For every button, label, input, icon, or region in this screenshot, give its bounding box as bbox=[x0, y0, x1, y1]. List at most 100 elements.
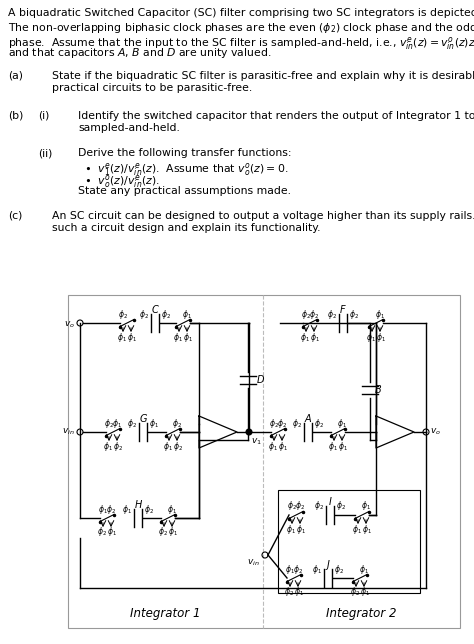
Text: G: G bbox=[139, 414, 147, 424]
Text: Derive the following transfer functions:: Derive the following transfer functions: bbox=[78, 148, 292, 158]
Text: such a circuit design and explain its functionality.: such a circuit design and explain its fu… bbox=[52, 223, 320, 233]
Text: $v_1$: $v_1$ bbox=[251, 436, 262, 446]
Bar bbox=[68, 295, 460, 628]
Text: $\phi_{2}$: $\phi_{2}$ bbox=[292, 417, 302, 430]
Text: $v_o$: $v_o$ bbox=[64, 320, 75, 330]
Text: $\phi_{1}$: $\phi_{1}$ bbox=[362, 522, 372, 536]
Text: $\phi_{1}$: $\phi_{1}$ bbox=[376, 330, 386, 343]
Bar bbox=[278, 490, 420, 593]
Text: D: D bbox=[256, 375, 264, 385]
Text: $\phi_{2}$: $\phi_{2}$ bbox=[336, 500, 346, 513]
Text: An SC circuit can be designed to output a voltage higher than its supply rails. : An SC circuit can be designed to output … bbox=[52, 211, 474, 220]
Text: $\phi_{1}$: $\phi_{1}$ bbox=[98, 502, 108, 515]
Text: and that capacitors $A$, $B$ and $D$ are unity valued.: and that capacitors $A$, $B$ and $D$ are… bbox=[8, 46, 271, 59]
Text: $\phi_{2}$: $\phi_{2}$ bbox=[106, 502, 116, 515]
Text: $\phi_{2}$: $\phi_{2}$ bbox=[287, 500, 297, 513]
Text: J: J bbox=[327, 560, 329, 570]
Text: $\phi_{2}$: $\phi_{2}$ bbox=[301, 307, 311, 321]
Text: $\phi_{1}$: $\phi_{1}$ bbox=[182, 307, 192, 321]
Text: $\phi_{2}$: $\phi_{2}$ bbox=[158, 526, 168, 538]
Text: $\phi_{1}$: $\phi_{1}$ bbox=[338, 439, 348, 453]
Text: (b): (b) bbox=[8, 111, 23, 120]
Text: $\phi_{1}$: $\phi_{1}$ bbox=[359, 562, 369, 576]
Text: $\phi_{1}$: $\phi_{1}$ bbox=[312, 562, 322, 576]
Text: State if the biquadratic SC filter is parasitic-free and explain why it is desir: State if the biquadratic SC filter is pa… bbox=[52, 70, 474, 80]
Text: $\phi_{1}$: $\phi_{1}$ bbox=[107, 526, 117, 538]
Text: $\bullet$  $v^o_o(z)/v^e_{in}(z)$.: $\bullet$ $v^o_o(z)/v^e_{in}(z)$. bbox=[84, 173, 160, 190]
Text: $\phi_{1}$: $\phi_{1}$ bbox=[103, 439, 113, 453]
Text: $\phi_{1}$: $\phi_{1}$ bbox=[328, 439, 338, 453]
Text: $v_o$: $v_o$ bbox=[430, 427, 441, 437]
Text: practical circuits to be parasitic-free.: practical circuits to be parasitic-free. bbox=[52, 83, 252, 93]
Text: $\phi_{1}$: $\phi_{1}$ bbox=[366, 330, 376, 343]
Text: (a): (a) bbox=[8, 70, 23, 80]
Text: State any practical assumptions made.: State any practical assumptions made. bbox=[78, 185, 291, 196]
Text: $\phi_{1}$: $\phi_{1}$ bbox=[300, 330, 310, 343]
Circle shape bbox=[246, 429, 252, 435]
Text: H: H bbox=[134, 500, 142, 510]
Text: $\phi_{2}$: $\phi_{2}$ bbox=[349, 307, 359, 321]
Text: $\phi_{2}$: $\phi_{2}$ bbox=[127, 417, 137, 430]
Text: $\phi_{1}$: $\phi_{1}$ bbox=[268, 439, 278, 453]
Text: $\phi_{2}$: $\phi_{2}$ bbox=[334, 562, 344, 576]
Text: $\phi_{2}$: $\phi_{2}$ bbox=[350, 585, 360, 598]
Text: (i): (i) bbox=[38, 111, 49, 120]
Text: $\phi_{1}$: $\phi_{1}$ bbox=[294, 585, 304, 598]
Text: $\phi_{1}$: $\phi_{1}$ bbox=[361, 500, 371, 513]
Text: $v_{in}$: $v_{in}$ bbox=[62, 427, 75, 437]
Text: $\phi_{1}$: $\phi_{1}$ bbox=[310, 330, 320, 343]
Text: $\phi_{2}$: $\phi_{2}$ bbox=[277, 417, 287, 430]
Text: $\phi_{1}$: $\phi_{1}$ bbox=[127, 330, 137, 343]
Text: $\phi_{1}$: $\phi_{1}$ bbox=[117, 330, 127, 343]
Text: $\phi_{1}$: $\phi_{1}$ bbox=[375, 307, 385, 321]
Text: Identify the switched capacitor that renders the output of Integrator 1 to be no: Identify the switched capacitor that ren… bbox=[78, 111, 474, 120]
Text: $\phi_{2}$: $\phi_{2}$ bbox=[118, 307, 128, 321]
Text: $\phi_{1}$: $\phi_{1}$ bbox=[167, 502, 177, 515]
Text: $\phi_{1}$: $\phi_{1}$ bbox=[183, 330, 193, 343]
Text: $\phi_{2}$: $\phi_{2}$ bbox=[284, 585, 294, 598]
Text: B: B bbox=[374, 385, 382, 395]
Text: $\phi_{1}$: $\phi_{1}$ bbox=[112, 417, 122, 430]
Text: $\phi_{2}$: $\phi_{2}$ bbox=[172, 417, 182, 430]
Text: $\phi_{1}$: $\phi_{1}$ bbox=[352, 522, 362, 536]
Text: $\phi_{2}$: $\phi_{2}$ bbox=[144, 502, 154, 515]
Text: $\phi_{2}$: $\phi_{2}$ bbox=[314, 500, 324, 513]
Text: Integrator 2: Integrator 2 bbox=[326, 607, 397, 620]
Text: $\phi_{2}$: $\phi_{2}$ bbox=[113, 439, 123, 453]
Text: $\phi_{2}$: $\phi_{2}$ bbox=[139, 307, 149, 321]
Text: $\phi_{2}$: $\phi_{2}$ bbox=[295, 500, 305, 513]
Text: $\phi_{2}$: $\phi_{2}$ bbox=[327, 307, 337, 321]
Text: (c): (c) bbox=[8, 211, 22, 220]
Text: $\phi_{2}$: $\phi_{2}$ bbox=[97, 526, 107, 538]
Text: $\phi_{2}$: $\phi_{2}$ bbox=[309, 307, 319, 321]
Text: $\phi_{1}$: $\phi_{1}$ bbox=[168, 526, 178, 538]
Text: $\phi_{2}$: $\phi_{2}$ bbox=[269, 417, 279, 430]
Text: $\phi_{1}$: $\phi_{1}$ bbox=[278, 439, 288, 453]
Text: $\phi_{1}$: $\phi_{1}$ bbox=[337, 417, 347, 430]
Text: $\phi_{2}$: $\phi_{2}$ bbox=[293, 562, 303, 576]
Text: (ii): (ii) bbox=[38, 148, 52, 158]
Text: $\phi_{2}$: $\phi_{2}$ bbox=[161, 307, 171, 321]
Text: $\phi_{2}$: $\phi_{2}$ bbox=[104, 417, 114, 430]
Text: $\phi_{1}$: $\phi_{1}$ bbox=[296, 522, 306, 536]
Text: $\phi_{2}$: $\phi_{2}$ bbox=[173, 439, 183, 453]
Text: $v_{in}$: $v_{in}$ bbox=[247, 558, 260, 569]
Text: A: A bbox=[305, 414, 311, 424]
Text: $\phi_{1}$: $\phi_{1}$ bbox=[149, 417, 159, 430]
Text: $\phi_{1}$: $\phi_{1}$ bbox=[163, 439, 173, 453]
Text: sampled-and-held.: sampled-and-held. bbox=[78, 123, 180, 133]
Text: I: I bbox=[328, 497, 331, 507]
Text: $\phi_{1}$: $\phi_{1}$ bbox=[122, 502, 132, 515]
Text: Integrator 1: Integrator 1 bbox=[130, 607, 201, 620]
Text: $\phi_{1}$: $\phi_{1}$ bbox=[285, 562, 295, 576]
Text: $\phi_{1}$: $\phi_{1}$ bbox=[286, 522, 296, 536]
Text: $\phi_{2}$: $\phi_{2}$ bbox=[314, 417, 324, 430]
Text: $\phi_{1}$: $\phi_{1}$ bbox=[360, 585, 370, 598]
Text: F: F bbox=[340, 305, 346, 315]
Text: phase.  Assume that the input to the SC filter is sampled-and-held, i.e., $v^e_{: phase. Assume that the input to the SC f… bbox=[8, 33, 474, 53]
Text: A biquadratic Switched Capacitor (SC) filter comprising two SC integrators is de: A biquadratic Switched Capacitor (SC) fi… bbox=[8, 8, 474, 18]
Text: C: C bbox=[152, 305, 158, 315]
Text: The non-overlapping biphasic clock phases are the even ($\phi_2$) clock phase an: The non-overlapping biphasic clock phase… bbox=[8, 21, 474, 35]
Text: $\bullet$  $v^e_1(z)/v^e_{in}(z)$.  Assume that $v^o_o(z) = 0$.: $\bullet$ $v^e_1(z)/v^e_{in}(z)$. Assume… bbox=[84, 160, 288, 178]
Text: $\phi_{1}$: $\phi_{1}$ bbox=[173, 330, 183, 343]
